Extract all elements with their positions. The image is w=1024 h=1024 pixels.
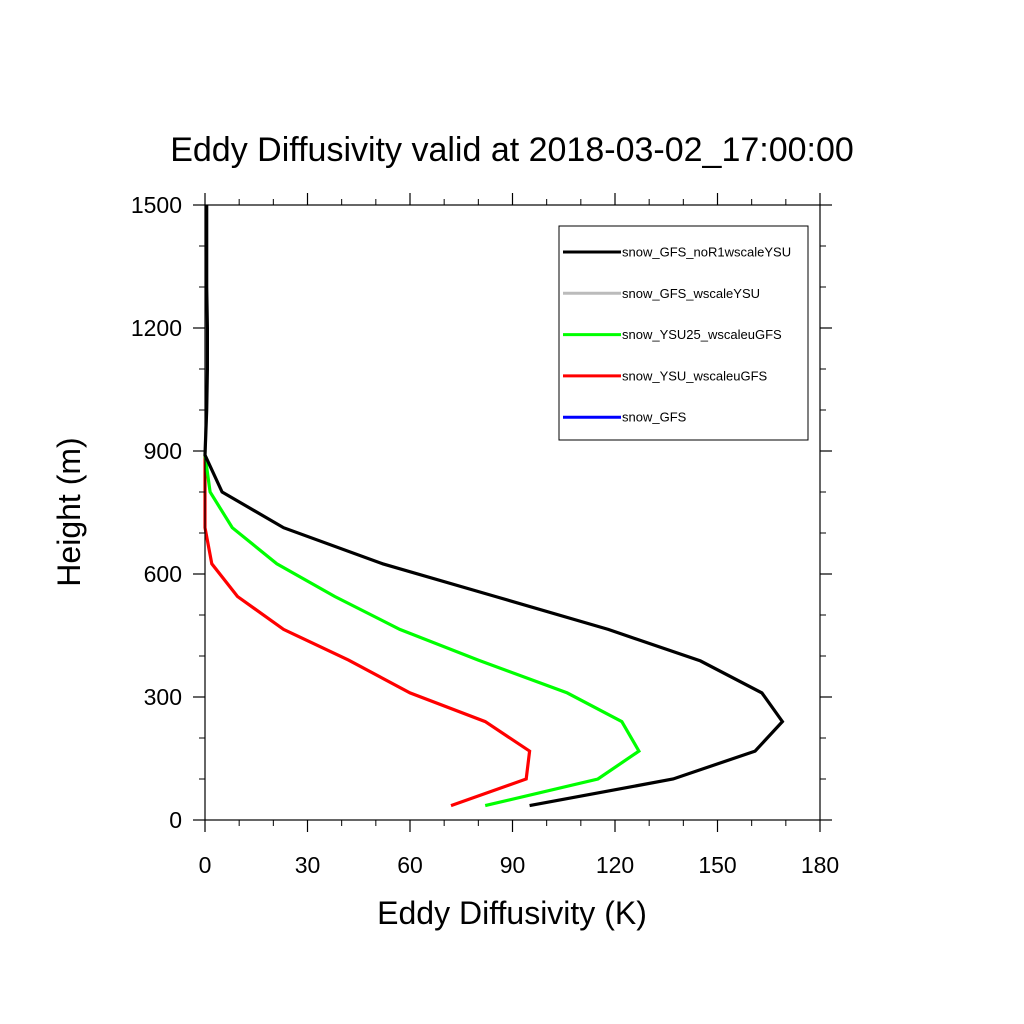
y-tick-label: 600	[144, 561, 182, 587]
series-line-snow_GFS_noR1wscaleYSU	[203, 205, 785, 808]
x-tick-label: 120	[596, 852, 634, 878]
legend-label: snow_GFS	[622, 410, 687, 425]
y-axis-label: Height (m)	[51, 437, 87, 586]
legend-label: snow_GFS_noR1wscaleYSU	[622, 245, 791, 260]
axis-ticks: 0 30 60 90 120 150 180 0 300 600 900 1200 1500	[131, 192, 839, 878]
x-tick-label: 60	[397, 852, 423, 878]
x-tick-label: 180	[801, 852, 839, 878]
x-tick-label: 0	[199, 852, 212, 878]
legend-label: snow_YSU25_wscaleuGFS	[622, 327, 782, 342]
chart-title: Eddy Diffusivity valid at 2018-03-02_17:…	[170, 131, 854, 169]
x-tick-label: 150	[698, 852, 736, 878]
y-tick-label: 1500	[131, 192, 182, 218]
legend: snow_GFS_noR1wscaleYSU snow_GFS_wscaleYSU…	[558, 225, 809, 441]
y-tick-label: 300	[144, 684, 182, 710]
plot-area	[203, 205, 785, 808]
y-tick-label: 900	[144, 438, 182, 464]
x-axis-label: Eddy Diffusivity (K)	[377, 895, 647, 931]
legend-box	[558, 225, 809, 441]
x-tick-label: 90	[500, 852, 526, 878]
series-line-snow_YSU25_wscaleuGFS	[203, 454, 642, 808]
legend-label: snow_GFS_wscaleYSU	[622, 286, 760, 301]
series-line-snow_YSU_wscaleuGFS	[203, 455, 532, 808]
x-tick-label: 30	[295, 852, 321, 878]
legend-label: snow_YSU_wscaleuGFS	[622, 368, 768, 383]
y-tick-label: 0	[169, 807, 182, 833]
y-tick-label: 1200	[131, 315, 182, 341]
